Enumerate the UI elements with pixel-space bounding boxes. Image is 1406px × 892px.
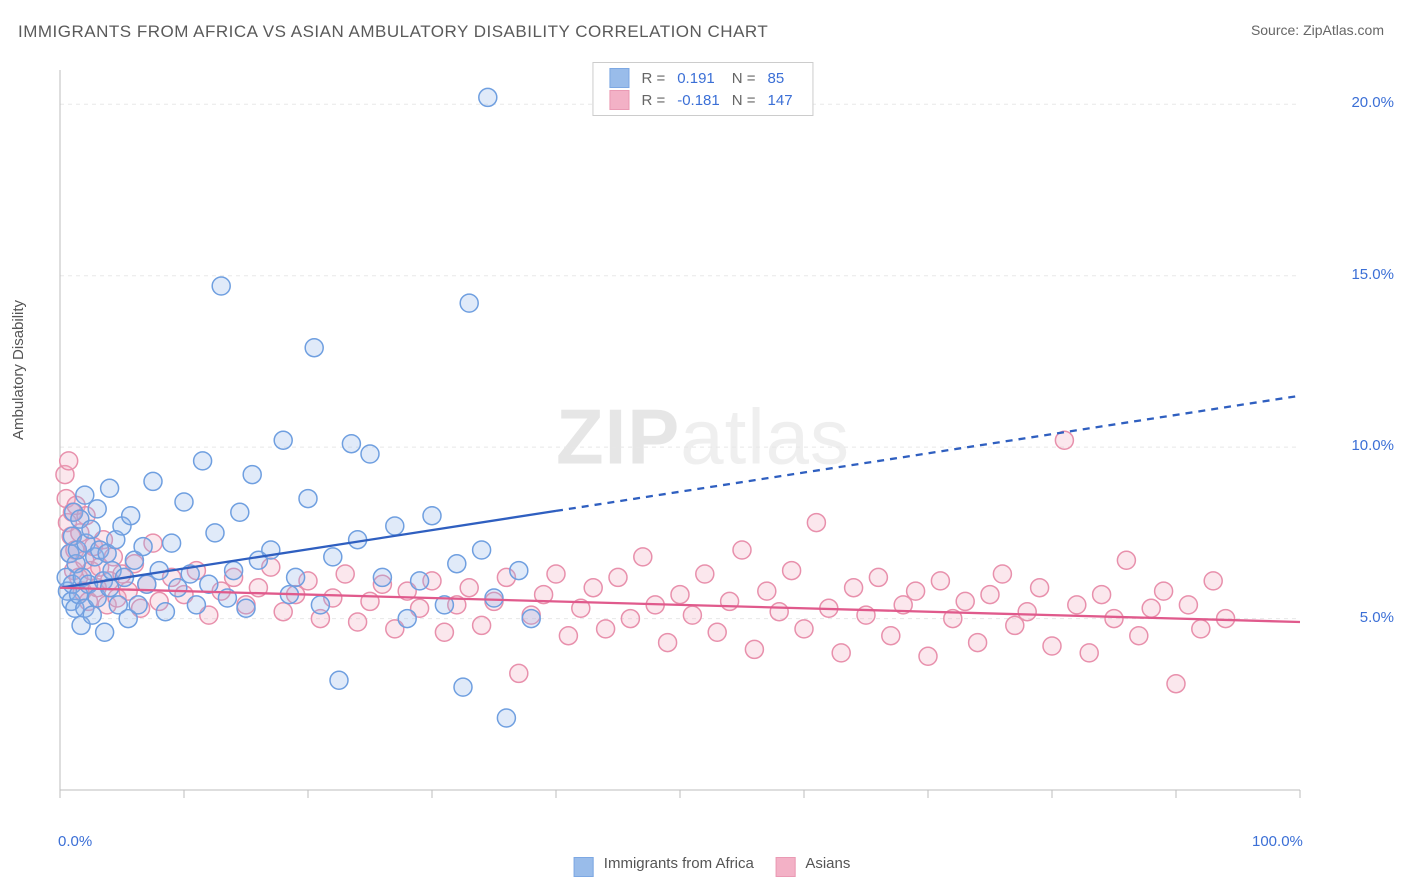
correlation-legend-box: R = 0.191 N = 85 R = -0.181 N = 147 bbox=[592, 62, 813, 116]
n-label-africa: N = bbox=[726, 67, 762, 89]
n-value-asians: 147 bbox=[762, 89, 799, 111]
y-tick-20: 20.0% bbox=[1351, 94, 1394, 111]
n-value-africa: 85 bbox=[762, 67, 799, 89]
legend-label-africa: Immigrants from Africa bbox=[604, 855, 754, 872]
source-prefix: Source: bbox=[1251, 22, 1303, 38]
x-tick-0: 0.0% bbox=[58, 833, 92, 850]
source-attribution: Source: ZipAtlas.com bbox=[1251, 22, 1384, 38]
y-tick-10: 10.0% bbox=[1351, 437, 1394, 454]
y-tick-15: 15.0% bbox=[1351, 266, 1394, 283]
source-value: ZipAtlas.com bbox=[1303, 22, 1384, 38]
legend-swatch-asians bbox=[609, 90, 629, 110]
legend-row-asians: R = -0.181 N = 147 bbox=[603, 89, 798, 111]
x-tick-100: 100.0% bbox=[1252, 833, 1303, 850]
r-label-africa: R = bbox=[635, 67, 671, 89]
scatter-plot bbox=[50, 60, 1350, 820]
legend-swatch-africa-bottom bbox=[574, 857, 594, 877]
r-label-asians: R = bbox=[635, 89, 671, 111]
legend-swatch-asians-bottom bbox=[776, 857, 796, 877]
chart-container: IMMIGRANTS FROM AFRICA VS ASIAN AMBULATO… bbox=[0, 0, 1406, 892]
chart-title: IMMIGRANTS FROM AFRICA VS ASIAN AMBULATO… bbox=[18, 22, 768, 42]
legend-label-asians: Asians bbox=[805, 855, 850, 872]
y-axis-label: Ambulatory Disability bbox=[10, 300, 27, 440]
r-value-africa: 0.191 bbox=[671, 67, 726, 89]
series-legend-bottom: Immigrants from Africa Asians bbox=[556, 854, 851, 874]
r-value-asians: -0.181 bbox=[671, 89, 726, 111]
n-label-asians: N = bbox=[726, 89, 762, 111]
legend-swatch-africa bbox=[609, 68, 629, 88]
legend-row-africa: R = 0.191 N = 85 bbox=[603, 67, 798, 89]
y-tick-5: 5.0% bbox=[1360, 609, 1394, 626]
